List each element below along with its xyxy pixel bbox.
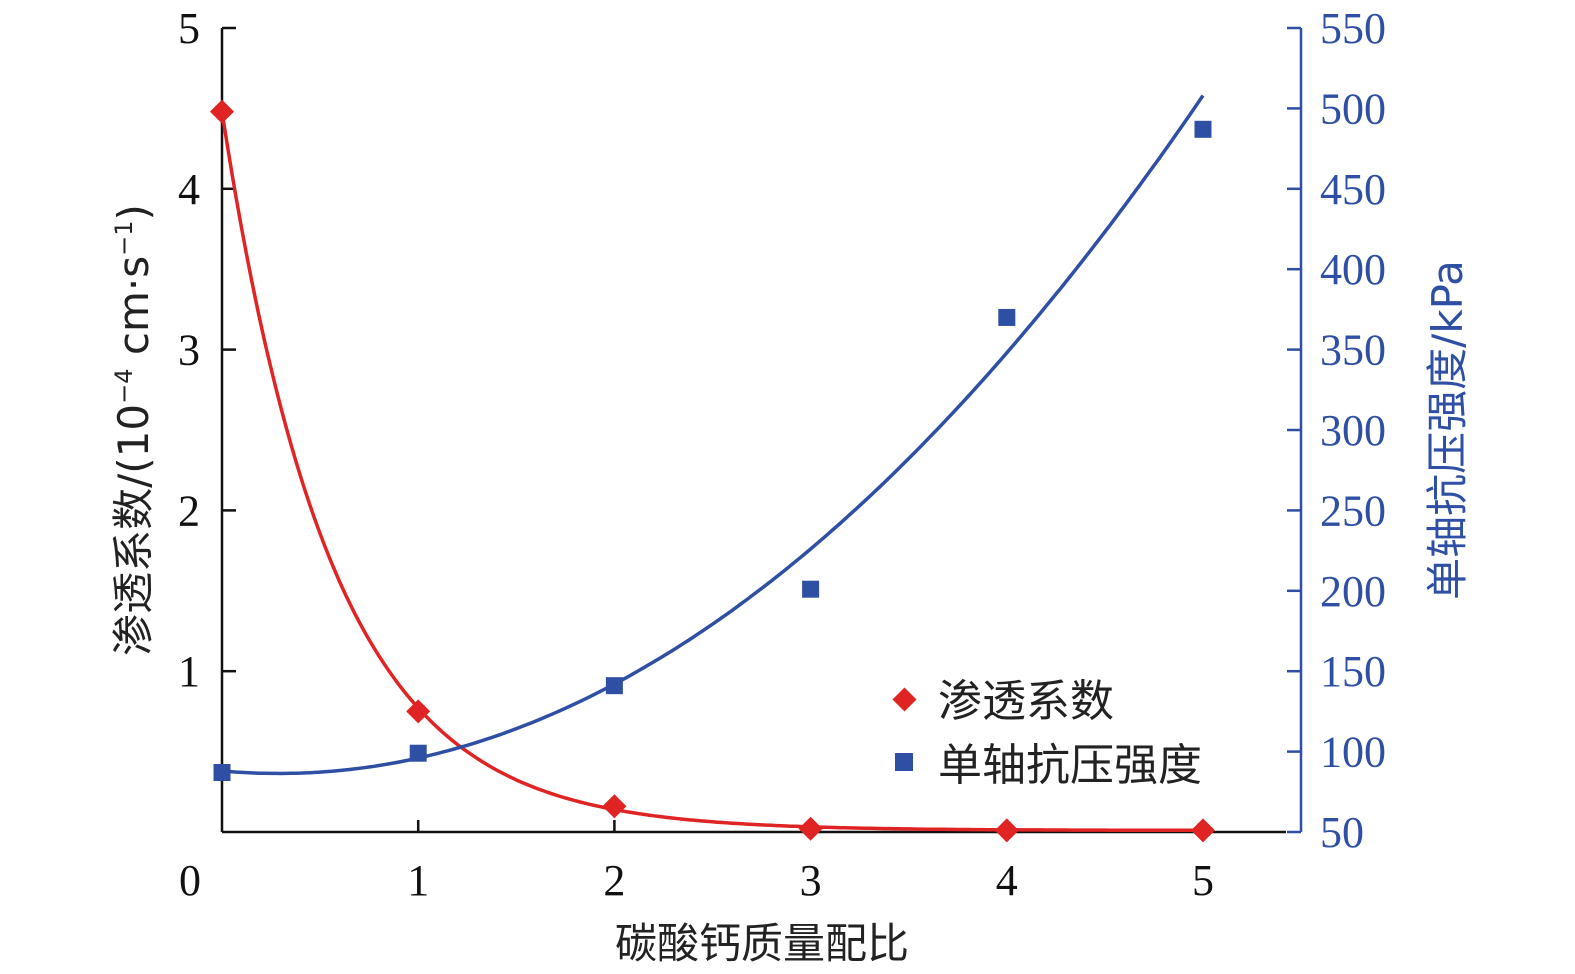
legend-label-permeability: 渗透系数 (938, 676, 1114, 727)
left-y-axis-title: 渗透系数/(10−4 cm·s−1) (109, 204, 158, 656)
permeability-fit-curve (220, 111, 1203, 833)
right-y-tick-label: 200 (1320, 567, 1386, 616)
legend-label-strength: 单轴抗压强度 (938, 740, 1202, 791)
x-tick-label: 4 (996, 856, 1018, 905)
left-y-tick-label: 2 (178, 486, 200, 535)
left-y-tick-label: 4 (178, 165, 200, 214)
strength-point (998, 308, 1016, 326)
x-tick-label: 2 (603, 856, 625, 905)
axes (220, 28, 1303, 834)
x-ticks: 0 1 2 3 4 5 (179, 820, 1214, 905)
right-y-axis-title: 单轴抗压强度/kPa (1423, 260, 1472, 600)
permeability-point (994, 818, 1019, 843)
permeability-point (209, 99, 235, 124)
legend-marker-permeability (892, 687, 917, 712)
legend-marker-strength (895, 753, 913, 771)
left-y-ticks: 1 2 3 4 5 (178, 4, 236, 696)
right-y-ticks: 50 100 150 200 250 300 350 400 450 500 550 (1287, 4, 1386, 857)
right-y-tick-label: 150 (1320, 647, 1386, 696)
right-y-tick-label: 550 (1320, 4, 1386, 53)
right-y-tick-label: 100 (1320, 728, 1386, 777)
permeability-point (798, 816, 823, 841)
x-axis-title: 碳酸钙质量配比 (615, 919, 909, 968)
right-y-tick-label: 400 (1320, 245, 1386, 294)
strength-point (1194, 120, 1212, 138)
x-tick-label: 5 (1192, 856, 1214, 905)
permeability-point (1190, 818, 1216, 843)
left-y-tick-label: 3 (178, 326, 200, 375)
x-tick-label: 1 (407, 856, 429, 905)
strength-point (409, 744, 427, 762)
x-tick-label: 0 (179, 856, 201, 905)
legend: 渗透系数 单轴抗压强度 (892, 676, 1202, 791)
strength-point (802, 580, 820, 598)
x-tick-label: 3 (800, 856, 822, 905)
permeability-point (602, 794, 627, 819)
permeability-point (406, 699, 431, 724)
right-y-tick-label: 50 (1320, 808, 1364, 857)
fit-curves (220, 94, 1205, 833)
right-y-tick-label: 350 (1320, 326, 1386, 375)
data-points (209, 99, 1216, 843)
right-y-tick-label: 250 (1320, 486, 1386, 535)
left-y-tick-label: 5 (178, 4, 200, 53)
strength-fit-curve (221, 94, 1205, 776)
strength-point (605, 677, 623, 695)
right-y-tick-label: 500 (1320, 84, 1386, 133)
strength-point (213, 764, 231, 782)
left-y-tick-label: 1 (178, 647, 200, 696)
right-y-tick-label: 450 (1320, 165, 1386, 214)
right-y-tick-label: 300 (1320, 406, 1386, 455)
